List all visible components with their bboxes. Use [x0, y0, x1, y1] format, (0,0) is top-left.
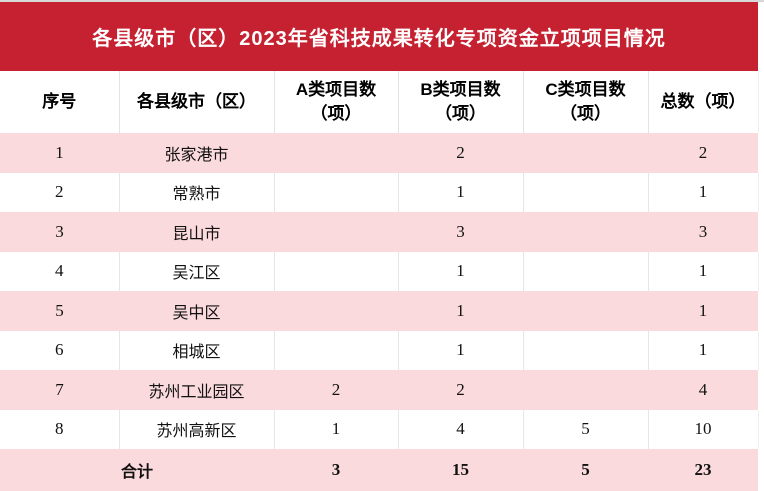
table-cell-c: 5 [523, 409, 649, 449]
column-header-type-c: C类项目数 （项） [523, 71, 649, 133]
table-cell-no: 1 [55, 142, 64, 162]
table-cell-total: 1 [648, 330, 759, 370]
table-cell-a [274, 291, 398, 331]
total-cell-a: 3 [331, 460, 341, 479]
table-cell-c [523, 172, 649, 212]
table-cell-city: 常熟市 [119, 172, 275, 212]
table-cell-b: 1 [398, 330, 524, 370]
table-cell-c [523, 133, 648, 173]
table-cell-c [523, 291, 648, 331]
table-body: 1 张家港市 2 2 2 常熟市 1 1 3 昆山市 3 3 4 吴江区 1 1 5 吴中区 1 1 6 相城区 1 1 7 苏州… [0, 133, 759, 449]
table-cell-city: 苏州工业园区 [148, 383, 245, 401]
table-cell-b: 4 [398, 409, 524, 449]
table-cell-b: 1 [456, 300, 465, 320]
column-header-index: 序号 [0, 71, 120, 133]
projects-table: 序号 各县级市（区） A类项目数 （项） B类项目数 （项） C类项目数 （项）… [0, 71, 759, 491]
column-header-city: 各县级市（区） [119, 71, 275, 133]
table-row: 1 张家港市 2 2 [0, 133, 758, 173]
table-row: 4 吴江区 1 1 [0, 251, 759, 291]
table-cell-no: 8 [0, 409, 120, 449]
table-cell-a [274, 172, 399, 212]
table-header: 序号 各县级市（区） A类项目数 （项） B类项目数 （项） C类项目数 （项）… [0, 71, 759, 133]
column-header-type-a: A类项目数 （项） [274, 71, 399, 133]
table-cell-no: 5 [55, 300, 64, 320]
table-cell-total: 2 [698, 142, 708, 162]
table-cell-c [523, 370, 648, 410]
table-cell-a [274, 330, 399, 370]
column-header-total: 总数（项） [648, 71, 759, 133]
table-cell-b: 3 [456, 221, 465, 241]
table-cell-b: 2 [456, 142, 465, 162]
table-cell-total: 10 [648, 409, 759, 449]
page-title: 各县级市（区）2023年省科技成果转化专项资金立项项目情况 [92, 28, 666, 50]
table-row: 2 常熟市 1 1 [0, 172, 759, 212]
table-cell-city: 吴江区 [119, 251, 275, 291]
table-cell-c [523, 212, 648, 252]
table-row: 7 苏州工业园区 2 2 4 [0, 370, 758, 410]
table-row: 6 相城区 1 1 [0, 330, 759, 370]
table-cell-no: 7 [55, 379, 64, 399]
table-cell-c [523, 330, 649, 370]
total-row: 合计 3 15 5 23 [0, 449, 758, 491]
table-row: 8 苏州高新区 1 4 5 10 [0, 409, 759, 449]
total-cell-c: 5 [581, 460, 590, 479]
table-cell-c [523, 251, 649, 291]
table-cell-city: 吴中区 [172, 304, 221, 322]
table-cell-a [274, 133, 398, 173]
total-cell-total: 23 [694, 460, 712, 479]
table-row: 5 吴中区 1 1 [0, 291, 758, 331]
table-cell-total: 4 [698, 379, 708, 399]
table-cell-b: 1 [398, 251, 524, 291]
table-cell-total: 3 [698, 221, 708, 241]
table-cell-a [274, 251, 399, 291]
table-cell-a [274, 212, 398, 252]
table-cell-a: 2 [331, 379, 341, 399]
table-cell-no: 4 [0, 251, 120, 291]
table-cell-a: 1 [274, 409, 399, 449]
table-cell-no: 2 [0, 172, 120, 212]
table-cell-city: 张家港市 [164, 146, 229, 164]
table-cell-no: 6 [0, 330, 120, 370]
table-cell-total: 1 [648, 251, 759, 291]
header-row: 序号 各县级市（区） A类项目数 （项） B类项目数 （项） C类项目数 （项）… [0, 71, 759, 133]
top-border-line [0, 0, 764, 2]
table-cell-city: 相城区 [119, 330, 275, 370]
column-header-type-b: B类项目数 （项） [398, 71, 524, 133]
table-footer: 合计 3 15 5 23 [0, 449, 758, 491]
table-cell-total: 1 [648, 172, 759, 212]
total-cell-b: 15 [452, 460, 469, 479]
total-label: 合计 [120, 464, 153, 481]
table-cell-b: 2 [456, 379, 465, 399]
title-banner: 各县级市（区）2023年省科技成果转化专项资金立项项目情况 [0, 2, 758, 71]
table-row: 3 昆山市 3 3 [0, 212, 758, 252]
table-cell-city: 苏州高新区 [119, 409, 275, 449]
table-cell-b: 1 [398, 172, 524, 212]
table-cell-total: 1 [698, 300, 708, 320]
table-cell-no: 3 [55, 221, 64, 241]
table-cell-city: 昆山市 [172, 225, 221, 243]
